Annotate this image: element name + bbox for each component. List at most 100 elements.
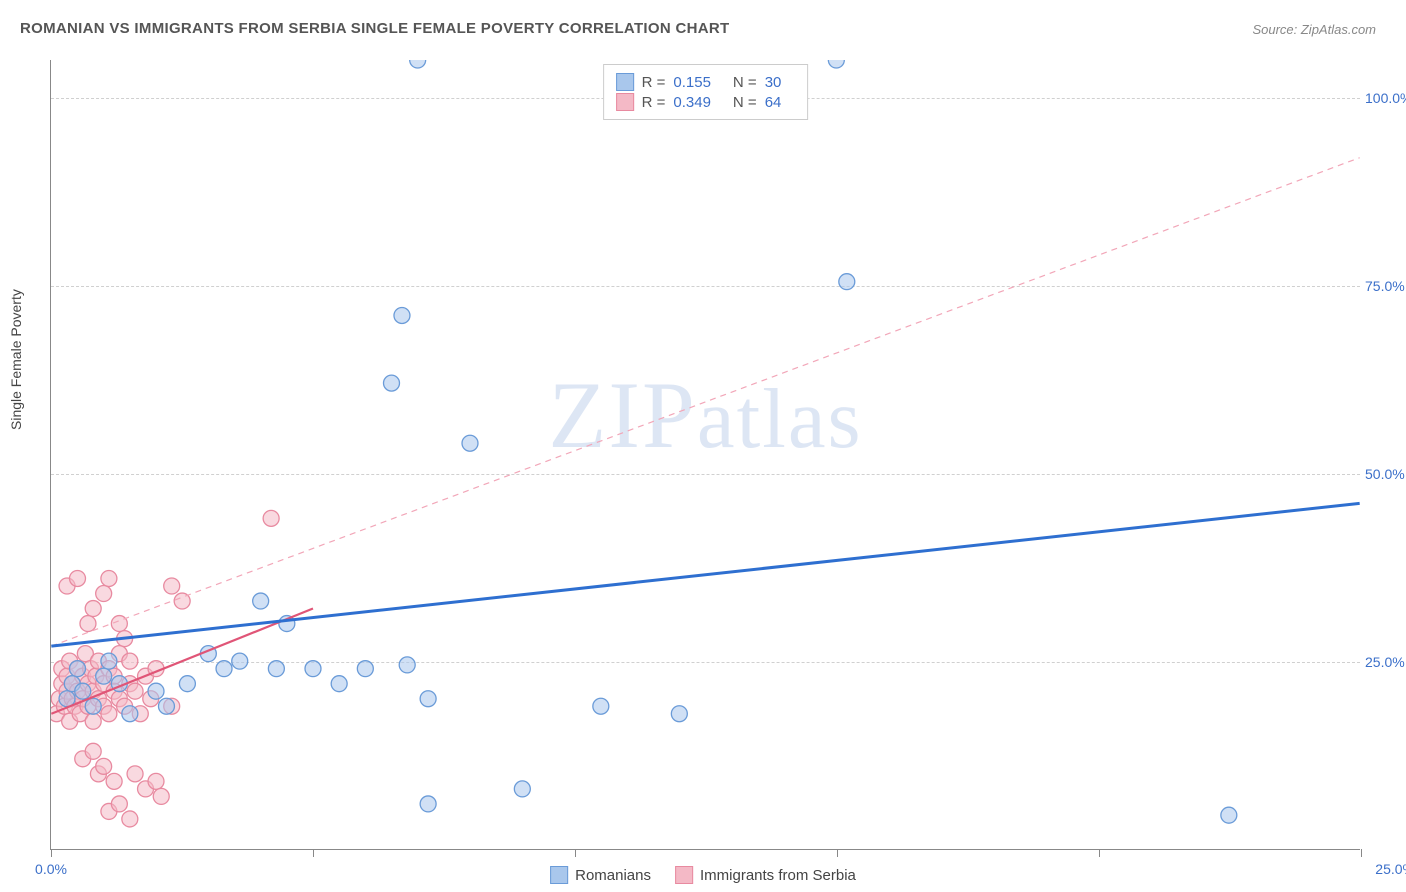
gridline <box>51 662 1360 663</box>
xtick <box>51 849 52 857</box>
romanians-point <box>384 375 400 391</box>
serbia-point <box>101 661 117 677</box>
romanians-point <box>179 676 195 692</box>
romanians-point <box>268 661 284 677</box>
serbia-point <box>143 691 159 707</box>
trend-line-extrapolated <box>51 158 1359 646</box>
legend-item-serbia: Immigrants from Serbia <box>675 866 856 884</box>
legend-item-romanians: Romanians <box>550 866 651 884</box>
gridline <box>51 474 1360 475</box>
serbia-point <box>85 713 101 729</box>
romanians-point <box>357 661 373 677</box>
serbia-point <box>51 691 67 707</box>
serbia-point <box>90 766 106 782</box>
serbia-point <box>122 676 138 692</box>
serbia-point <box>96 586 112 602</box>
romanians-point <box>399 657 415 673</box>
serbia-point <box>70 683 86 699</box>
serbia-point <box>111 691 127 707</box>
serbia-point <box>263 510 279 526</box>
romanians-point <box>96 668 112 684</box>
serbia-point <box>64 676 80 692</box>
romanians-point <box>839 274 855 290</box>
romanians-point <box>410 60 426 68</box>
serbia-point <box>90 691 106 707</box>
serbia-point <box>80 698 96 714</box>
serbia-point <box>88 668 104 684</box>
xtick-label-end: 25.0% <box>1375 861 1406 877</box>
serbia-point <box>67 698 83 714</box>
swatch-icon <box>675 866 693 884</box>
romanians-point <box>253 593 269 609</box>
serbia-point <box>106 683 122 699</box>
serbia-point <box>174 593 190 609</box>
serbia-point <box>148 661 164 677</box>
serbia-point <box>153 788 169 804</box>
serbia-point <box>164 578 180 594</box>
watermark: ZIPatlas <box>548 360 862 470</box>
ytick-label: 100.0% <box>1365 90 1406 106</box>
chart-title: ROMANIAN VS IMMIGRANTS FROM SERBIA SINGL… <box>20 20 729 37</box>
romanians-point <box>75 683 91 699</box>
xtick-label-origin: 0.0% <box>35 861 67 877</box>
serbia-point <box>122 811 138 827</box>
serbia-point <box>127 683 143 699</box>
serbia-point <box>96 698 112 714</box>
serbia-point <box>106 668 122 684</box>
source-label: Source: ZipAtlas.com <box>1252 22 1376 37</box>
serbia-point <box>56 698 72 714</box>
romanians-point <box>305 661 321 677</box>
romanians-point <box>200 646 216 662</box>
swatch-icon <box>616 73 634 91</box>
xtick <box>1099 849 1100 857</box>
plot-area: ZIPatlas R = 0.155 N = 30 R = 0.349 N = … <box>50 60 1360 850</box>
serbia-point <box>85 601 101 617</box>
y-axis-label: Single Female Poverty <box>8 289 24 430</box>
serbia-point <box>77 646 93 662</box>
romanians-point <box>122 706 138 722</box>
trend-line-romanians <box>51 503 1359 646</box>
romanians-point <box>111 676 127 692</box>
ytick-label: 50.0% <box>1365 466 1406 482</box>
romanians-point <box>158 698 174 714</box>
legend-row-romanians: R = 0.155 N = 30 <box>616 73 796 91</box>
romanians-point <box>514 781 530 797</box>
legend-series: Romanians Immigrants from Serbia <box>550 866 856 884</box>
xtick <box>1361 849 1362 857</box>
swatch-icon <box>550 866 568 884</box>
serbia-point <box>164 698 180 714</box>
xtick <box>837 849 838 857</box>
romanians-point <box>279 616 295 632</box>
serbia-point <box>75 668 91 684</box>
xtick <box>575 849 576 857</box>
serbia-point <box>80 616 96 632</box>
romanians-point <box>70 661 86 677</box>
serbia-point <box>59 683 75 699</box>
ytick-label: 75.0% <box>1365 278 1406 294</box>
serbia-point <box>101 803 117 819</box>
serbia-point <box>148 773 164 789</box>
gridline <box>51 286 1360 287</box>
romanians-point <box>148 683 164 699</box>
serbia-point <box>117 631 133 647</box>
romanians-point <box>671 706 687 722</box>
romanians-point <box>1221 807 1237 823</box>
romanians-point <box>59 691 75 707</box>
serbia-point <box>117 698 133 714</box>
serbia-point <box>111 616 127 632</box>
serbia-point <box>54 676 70 692</box>
romanians-point <box>462 435 478 451</box>
ytick-label: 25.0% <box>1365 654 1406 670</box>
serbia-point <box>101 570 117 586</box>
romanians-point <box>420 691 436 707</box>
serbia-point <box>127 766 143 782</box>
serbia-point <box>85 683 101 699</box>
romanians-point <box>394 307 410 323</box>
romanians-point <box>593 698 609 714</box>
serbia-point <box>59 578 75 594</box>
serbia-point <box>138 781 154 797</box>
serbia-point <box>75 751 91 767</box>
serbia-point <box>132 706 148 722</box>
serbia-point <box>138 668 154 684</box>
swatch-icon <box>616 93 634 111</box>
